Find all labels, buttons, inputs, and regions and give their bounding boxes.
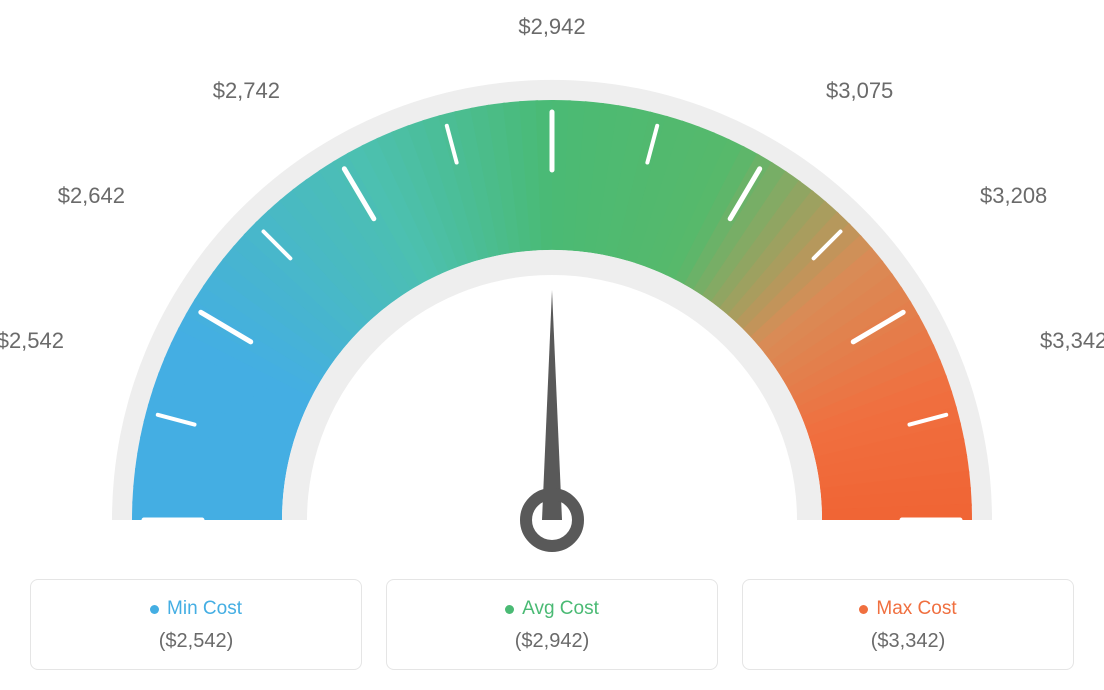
gauge-svg	[52, 30, 1052, 570]
gauge-needle	[542, 290, 562, 520]
min-cost-card: Min Cost ($2,542)	[30, 579, 362, 670]
gauge-tick-label: $2,642	[58, 183, 125, 209]
avg-cost-value: ($2,942)	[399, 630, 705, 653]
avg-cost-title-row: Avg Cost	[505, 598, 599, 620]
gauge-tick-label: $3,075	[826, 78, 893, 104]
min-cost-title: Min Cost	[167, 598, 242, 620]
gauge-tick-label: $2,942	[518, 14, 585, 40]
avg-cost-title: Avg Cost	[522, 598, 599, 620]
gauge-tick-label: $2,742	[213, 78, 280, 104]
avg-dot-icon	[505, 605, 514, 614]
min-dot-icon	[150, 605, 159, 614]
max-cost-title-row: Max Cost	[859, 598, 956, 620]
min-cost-title-row: Min Cost	[150, 598, 242, 620]
gauge-tick-label: $2,542	[0, 328, 64, 354]
summary-cards: Min Cost ($2,542) Avg Cost ($2,942) Max …	[30, 579, 1074, 670]
gauge-area: $2,542 $2,642 $2,742 $2,942 $3,075 $3,208 $3,3…	[0, 0, 1104, 560]
max-cost-card: Max Cost ($3,342)	[742, 579, 1074, 670]
gauge-tick-label: $3,208	[980, 183, 1047, 209]
max-dot-icon	[859, 605, 868, 614]
gauge-tick-label: $3,342	[1040, 328, 1104, 354]
max-cost-title: Max Cost	[876, 598, 956, 620]
min-cost-value: ($2,542)	[43, 630, 349, 653]
avg-cost-card: Avg Cost ($2,942)	[386, 579, 718, 670]
max-cost-value: ($3,342)	[755, 630, 1061, 653]
gauge-chart-container: $2,542 $2,642 $2,742 $2,942 $3,075 $3,208 $3,3…	[0, 0, 1104, 690]
